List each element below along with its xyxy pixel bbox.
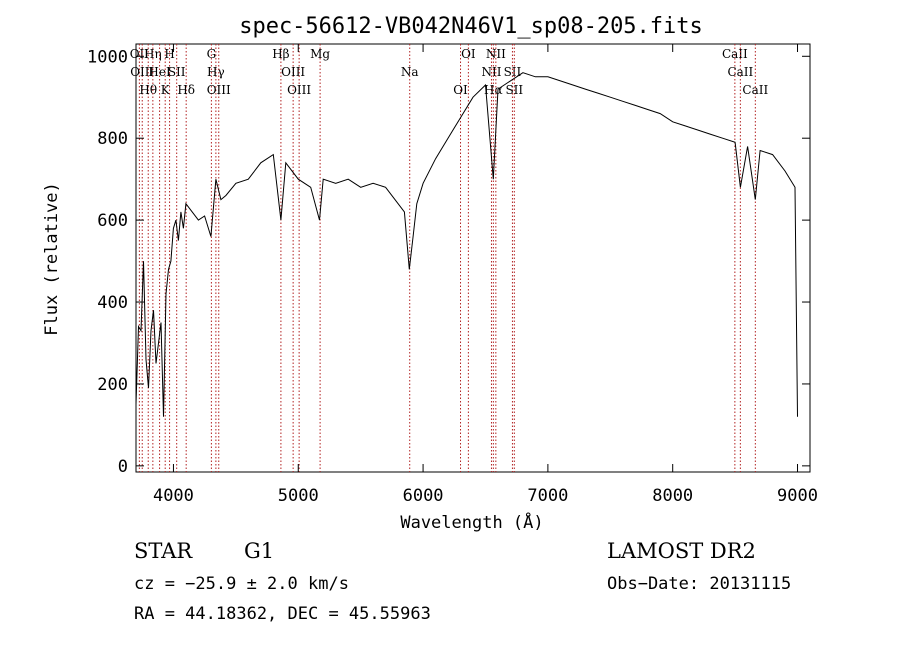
coordinates: RA = 44.18362, DEC = 45.55963 <box>134 604 431 624</box>
line-marker-label: CaII <box>727 65 753 79</box>
line-marker-label: Hγ <box>207 65 225 79</box>
x-tick-label: 9000 <box>777 486 818 506</box>
line-marker-label: Na <box>401 65 419 79</box>
x-tick-label: 5000 <box>278 486 319 506</box>
chart-title: spec-56612-VB042N46V1_sp08-205.fits <box>239 14 703 39</box>
y-tick-label: 0 <box>118 457 128 477</box>
plot-frame <box>135 43 811 473</box>
line-marker-label: Hα <box>484 83 503 97</box>
x-axis-label: Wavelength (Å) <box>400 511 543 533</box>
redshift-velocity: cz = −25.9 ± 2.0 km/s <box>134 574 349 594</box>
spectrum-series <box>135 72 798 417</box>
spectral-line-markers: OIIOIIIHθHηHeIKHSIIHδGHγOIIIHβOIIIOIIIMg… <box>130 44 768 472</box>
x-tick-label: 6000 <box>403 486 444 506</box>
line-marker-label: OIII <box>281 65 305 79</box>
line-marker-label: Hβ <box>272 47 289 61</box>
y-tick-label: 200 <box>97 375 128 395</box>
line-marker-label: K <box>161 83 171 97</box>
y-tick-label: 800 <box>97 129 128 149</box>
object-subclass: G1 <box>244 539 274 563</box>
line-marker-label: OIII <box>207 83 231 97</box>
x-tick-label: 8000 <box>652 486 693 506</box>
spectrum-line-0 <box>135 72 798 417</box>
line-marker-label: Hη <box>144 47 162 61</box>
line-marker-label: OI <box>461 47 476 61</box>
line-marker-label: OII <box>130 47 150 61</box>
x-tick-label: 4000 <box>153 486 194 506</box>
line-marker-label: NII <box>486 47 506 61</box>
line-marker-label: OIII <box>287 83 311 97</box>
line-marker-label: SII <box>168 65 186 79</box>
object-class: STAR <box>134 539 193 563</box>
line-marker-label: NII <box>481 65 501 79</box>
line-marker-label: Hθ <box>139 83 157 97</box>
line-marker-label: SII <box>504 65 522 79</box>
observation-date: Obs−Date: 20131115 <box>607 574 791 594</box>
survey-name: LAMOST DR2 <box>607 539 756 563</box>
line-marker-label: Mg <box>310 47 330 61</box>
line-marker-label: Hδ <box>177 83 195 97</box>
line-marker-label: CaII <box>722 47 748 61</box>
line-marker-label: H <box>164 47 174 61</box>
y-tick-label: 600 <box>97 211 128 231</box>
line-marker-label: G <box>207 47 217 61</box>
x-tick-label: 7000 <box>527 486 568 506</box>
y-tick-label: 1000 <box>87 47 128 67</box>
line-marker-label: SII <box>505 83 523 97</box>
y-tick-label: 400 <box>97 293 128 313</box>
axes: 4000 5000 6000 7000 8000 9000 0 200 400 600 800 100… <box>87 44 818 506</box>
y-axis-label: Flux (relative) <box>42 182 62 336</box>
line-marker-label: CaII <box>742 83 768 97</box>
line-marker-label: OI <box>453 83 468 97</box>
